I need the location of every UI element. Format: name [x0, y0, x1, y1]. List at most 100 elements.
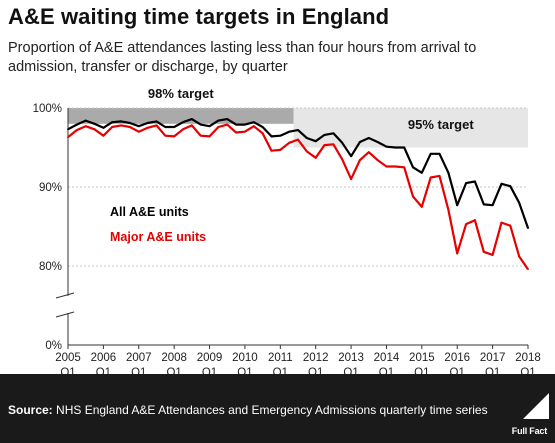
data-point-major-units: [67, 136, 69, 139]
data-point-major-units: [438, 175, 441, 177]
x-tick-year: 2006: [91, 352, 117, 364]
y-tick-label: 80%: [39, 261, 62, 273]
data-point-all-units: [491, 204, 494, 207]
data-point-all-units: [447, 171, 450, 174]
x-tick-quarter: Q1: [414, 367, 429, 374]
data-point-all-units: [474, 180, 476, 183]
data-point-all-units: [376, 141, 379, 143]
data-point-major-units: [394, 165, 397, 168]
x-tick-year: 2017: [480, 352, 506, 364]
data-point-all-units: [465, 182, 467, 184]
data-point-major-units: [93, 128, 96, 131]
data-point-all-units: [350, 155, 352, 158]
data-point-all-units: [93, 122, 96, 125]
data-point-all-units: [456, 204, 459, 207]
data-point-all-units: [482, 203, 485, 206]
legend-all-units: All A&E units: [110, 205, 189, 219]
data-point-all-units: [518, 201, 521, 204]
source-text: NHS England A&E Attendances and Emergenc…: [56, 403, 488, 417]
data-point-major-units: [527, 268, 529, 271]
data-point-major-units: [155, 124, 158, 127]
logo-text: Full Fact: [511, 426, 547, 436]
x-tick-quarter: Q1: [60, 367, 75, 374]
data-point-major-units: [111, 126, 114, 128]
x-tick-quarter: Q1: [450, 367, 465, 374]
x-tick-quarter: Q1: [237, 367, 252, 374]
data-point-major-units: [84, 125, 87, 128]
data-point-major-units: [341, 158, 344, 161]
x-tick-year: 2012: [303, 352, 329, 364]
data-point-all-units: [155, 120, 158, 123]
x-tick-year: 2010: [232, 352, 258, 364]
x-tick-quarter: Q1: [379, 367, 394, 374]
data-point-major-units: [367, 151, 370, 154]
data-point-all-units: [226, 118, 229, 120]
data-point-major-units: [297, 138, 299, 141]
data-point-all-units: [102, 126, 105, 129]
data-point-all-units: [67, 128, 69, 131]
y-tick-label: 0%: [45, 340, 62, 352]
data-point-all-units: [509, 185, 512, 188]
source-label: Source:: [8, 403, 53, 417]
data-point-major-units: [199, 134, 202, 137]
data-point-major-units: [420, 205, 423, 208]
axis-break-gap: [62, 296, 74, 313]
data-point-all-units: [75, 123, 78, 126]
data-point-major-units: [190, 124, 193, 127]
data-point-all-units: [217, 119, 220, 122]
data-point-all-units: [385, 145, 388, 148]
x-tick-quarter: Q1: [166, 367, 181, 374]
x-tick-year: 2007: [126, 352, 152, 364]
footer: Source: NHS England A&E Attendances and …: [0, 374, 555, 443]
data-point-major-units: [359, 159, 361, 162]
data-point-major-units: [500, 221, 503, 224]
data-point-all-units: [341, 141, 344, 144]
data-point-all-units: [129, 122, 131, 124]
full-fact-logo-icon: [523, 393, 549, 419]
data-point-major-units: [474, 219, 476, 222]
x-tick-year: 2005: [55, 352, 81, 364]
annotation-95-target: 95% target: [408, 117, 474, 132]
data-point-major-units: [376, 159, 379, 162]
annotation-98-target: 98% target: [148, 86, 214, 101]
data-point-major-units: [288, 141, 291, 144]
data-point-major-units: [244, 130, 246, 133]
data-point-major-units: [350, 178, 352, 181]
data-point-all-units: [332, 132, 335, 135]
x-tick-year: 2011: [268, 352, 293, 364]
data-point-major-units: [226, 123, 229, 126]
data-point-all-units: [244, 123, 246, 126]
data-point-all-units: [420, 171, 423, 174]
data-point-major-units: [429, 176, 432, 179]
data-point-all-units: [137, 125, 140, 128]
axis-break-mark: [55, 292, 75, 299]
data-point-major-units: [509, 224, 512, 227]
x-tick-year: 2015: [409, 352, 435, 364]
data-point-major-units: [323, 144, 326, 147]
data-point-all-units: [182, 121, 184, 124]
data-point-all-units: [288, 130, 291, 133]
source-note: Source: NHS England A&E Attendances and …: [8, 401, 488, 419]
data-point-all-units: [297, 129, 299, 132]
data-point-all-units: [252, 121, 255, 124]
data-point-major-units: [465, 223, 467, 226]
data-point-major-units: [332, 143, 335, 146]
data-point-major-units: [305, 150, 308, 153]
data-point-all-units: [367, 137, 370, 139]
data-point-all-units: [199, 123, 202, 126]
data-point-major-units: [518, 255, 521, 258]
x-tick-year: 2018: [515, 352, 541, 364]
chart-title: A&E waiting time targets in England: [8, 4, 390, 29]
data-point-major-units: [235, 131, 237, 134]
data-point-all-units: [270, 135, 273, 138]
data-point-major-units: [412, 195, 414, 198]
data-point-all-units: [146, 122, 149, 124]
x-tick-quarter: Q1: [343, 367, 358, 374]
data-point-major-units: [102, 134, 105, 137]
data-point-major-units: [129, 126, 131, 128]
x-tick-year: 2014: [374, 352, 400, 364]
data-point-all-units: [235, 123, 237, 126]
data-point-major-units: [146, 126, 149, 129]
data-point-major-units: [385, 165, 388, 168]
target-98-band: [68, 108, 294, 124]
